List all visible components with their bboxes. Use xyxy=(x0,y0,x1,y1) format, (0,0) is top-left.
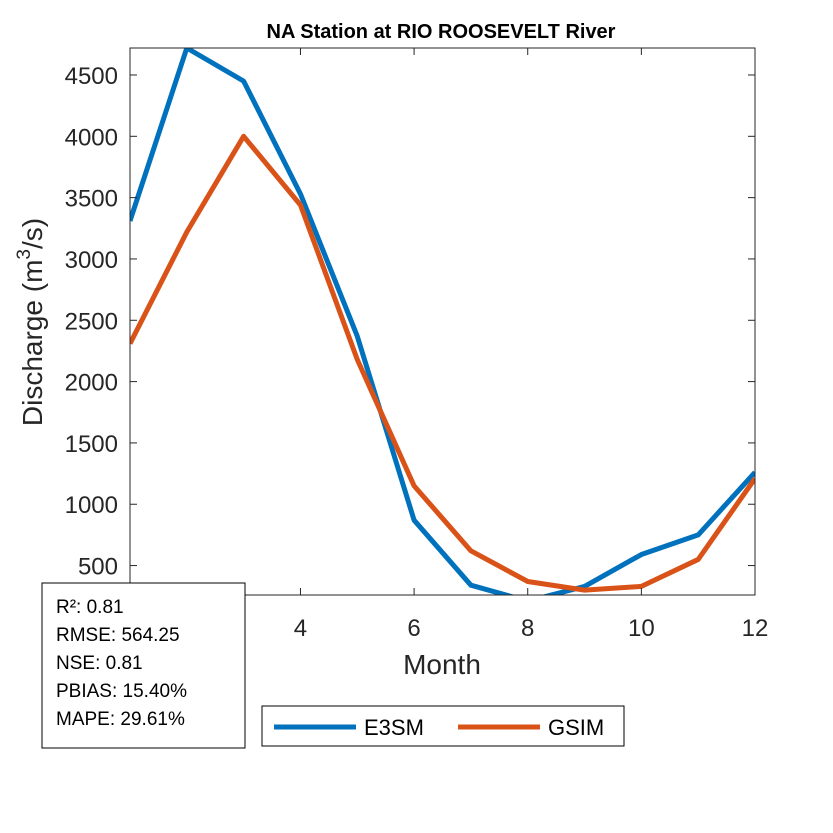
x-tick-label: 4 xyxy=(294,615,307,642)
x-axis-title: Month xyxy=(403,649,481,680)
y-tick-label: 2500 xyxy=(65,308,118,335)
y-tick-label: 2000 xyxy=(65,370,118,397)
y-axis: 500 1000 1500 2000 2500 3000 3500 4000 4500 xyxy=(65,63,755,581)
x-axis: 4 6 8 10 12 xyxy=(294,48,769,642)
legend-label: GSIM xyxy=(548,715,604,740)
stat-line: R²: 0.81 xyxy=(56,597,124,618)
y-tick-label: 1000 xyxy=(65,492,118,519)
stat-line: MAPE: 29.61% xyxy=(56,709,185,730)
stats-box: R²: 0.81 RMSE: 564.25 NSE: 0.81 PBIAS: 15.4… xyxy=(41,582,246,749)
plot-frame xyxy=(129,47,756,596)
plot-area xyxy=(129,47,756,596)
y-axis-title: Discharge (m3/s) xyxy=(14,218,48,426)
series-line-e3sm xyxy=(130,48,755,595)
series-line-gsim xyxy=(130,133,755,593)
legend-label: E3SM xyxy=(364,715,424,740)
stat-line: RMSE: 564.25 xyxy=(56,625,180,646)
legend: E3SM GSIM xyxy=(261,705,625,747)
stat-line: NSE: 0.81 xyxy=(56,653,143,674)
chart-title: NA Station at RIO ROOSEVELT River xyxy=(267,21,616,43)
y-tick-label: 500 xyxy=(78,554,118,581)
y-tick-label: 1500 xyxy=(65,431,118,458)
y-tick-label: 4000 xyxy=(65,124,118,151)
stat-line: PBIAS: 15.40% xyxy=(56,681,187,702)
y-tick-label: 4500 xyxy=(65,63,118,90)
x-tick-label: 10 xyxy=(628,615,655,642)
y-tick-label: 3000 xyxy=(65,247,118,274)
x-tick-label: 12 xyxy=(742,615,769,642)
x-tick-label: 8 xyxy=(521,615,534,642)
x-tick-label: 6 xyxy=(407,615,420,642)
y-tick-label: 3500 xyxy=(65,186,118,213)
